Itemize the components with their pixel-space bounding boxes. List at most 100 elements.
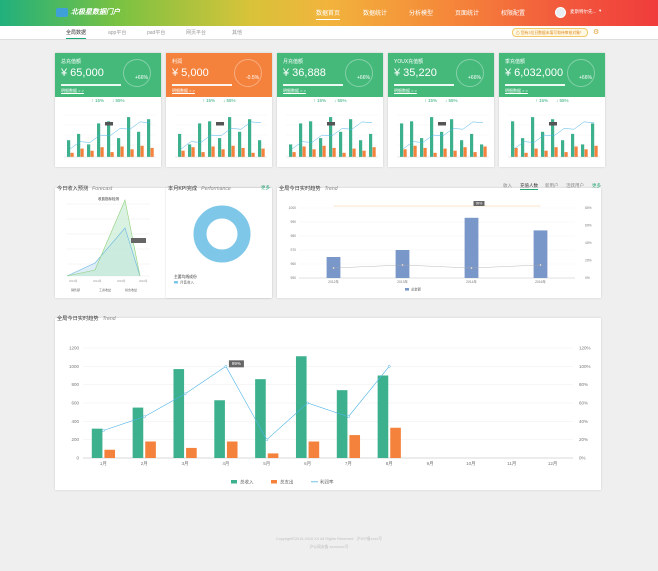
trend-tab-recharge[interactable]: 充值人数 (520, 183, 538, 190)
tab-app[interactable]: app平台 (108, 30, 127, 36)
kpi-legend-swatch (174, 281, 178, 284)
kpi-mini-bar (453, 150, 457, 157)
kpi-donut-slice (193, 205, 251, 263)
kpi-card-detail-link[interactable]: 明细数据 > > (394, 88, 417, 93)
trend-tab-income[interactable]: 收入 (503, 183, 512, 188)
kpi-mini-bar (460, 140, 464, 157)
kpi-card-divider (61, 84, 121, 86)
kpi-card[interactable]: 总充值额 ¥ 65,000 +66% 明细数据 > > ↑ 15% ↓ 55% (55, 53, 161, 167)
kpi-card[interactable]: YOUX充值额 ¥ 35,220 +66% 明细数据 > > ↑ 15% ↓ 55… (388, 53, 494, 167)
kpi-more-link[interactable]: 更多 (261, 185, 270, 190)
big-y2tick: 100% (579, 364, 591, 369)
trend-tab-active[interactable]: 活跃用户 (566, 183, 584, 188)
kpi-card-title: 利润 (172, 59, 183, 65)
kpi-card[interactable]: 利润 ¥ 5,000 -0.5% 明细数据 > > ↑ 15% ↓ 55% (166, 53, 272, 167)
kpi-mini-bar (463, 147, 467, 157)
kpi-card-minichart (397, 114, 489, 158)
logo-icon (56, 7, 68, 17)
big-line-point (142, 415, 146, 419)
app-logo[interactable]: 北极星数据门户 (56, 7, 120, 17)
kpi-mini-bar (221, 149, 225, 157)
kpi-mini-bar (100, 147, 104, 157)
small-y2tick: 80% (585, 206, 592, 210)
kpi-card-minichart (286, 114, 378, 158)
small-ytick: 960 (290, 262, 296, 266)
trend-big-title: 全局今日实时趋势 Trend (57, 316, 116, 322)
trend-tab-newuser[interactable]: 新用户 (545, 183, 559, 188)
kpi-mini-bar (150, 147, 154, 157)
big-bar-income (173, 369, 185, 458)
logo-text: 北极星数据门户 (71, 9, 120, 16)
kpi-card-detail-link[interactable]: 明细数据 > > (61, 88, 84, 93)
kpi-card-stats: ↑ 15% ↓ 55% (388, 98, 494, 106)
trend-more-link[interactable]: 更多 (592, 183, 601, 188)
kpi-mini-tooltip (438, 122, 446, 126)
kpi-card-up: ↑ 15% (91, 98, 104, 103)
tab-web[interactable]: 网页平台 (186, 30, 207, 36)
small-annotation-box (473, 201, 485, 206)
tab-global[interactable]: 全局数据 (66, 29, 87, 39)
avatar[interactable] (555, 7, 566, 18)
big-ytick: 1200 (69, 346, 80, 351)
kpi-mini-bar (319, 138, 323, 157)
kpi-card[interactable]: 月充值额 ¥ 36,888 +66% 明细数据 > > ↑ 15% ↓ 55% (277, 53, 383, 167)
kpi-card-down: ↓ 55% (334, 98, 347, 103)
username[interactable]: 麦斯特尔先... (570, 9, 597, 14)
small-line-point (470, 266, 473, 270)
chevron-down-icon[interactable]: ▾ (599, 8, 602, 13)
kpi-mini-bar (410, 121, 414, 157)
kpi-mini-bar (147, 119, 151, 157)
kpi-card-detail-link[interactable]: 明细数据 > > (172, 88, 195, 93)
nav-home[interactable]: 数据首页 (316, 8, 341, 20)
big-legend-label: 总收入 (240, 478, 254, 485)
nav-permissions[interactable]: 权限配置 (501, 11, 526, 17)
kpi-card-minichart (508, 114, 600, 158)
gear-icon[interactable]: ⚙ (593, 29, 600, 36)
notice-badge[interactable]: ⚠ 您有2位日数据未填写和待审核对象！ (512, 28, 588, 37)
kpi-mini-bar (514, 147, 518, 157)
small-ytick: 970 (290, 248, 296, 252)
big-legend-swatch (271, 480, 277, 484)
nav-models[interactable]: 分析模型 (409, 11, 434, 17)
kpi-mini-line (69, 121, 151, 150)
kpi-card-down: ↓ 55% (223, 98, 236, 103)
big-bar-income (91, 428, 103, 458)
top-bar: 北极星数据门户 数据首页 数据统计 分析模型 页面统计 权限配置 麦斯特尔先..… (0, 0, 658, 26)
kpi-mini-bar (403, 149, 407, 157)
big-xtick: 4月 (222, 461, 229, 467)
forecast-legend-1: 工资收益 (99, 287, 111, 292)
kpi-mini-bar (241, 147, 245, 157)
kpi-mini-bar (211, 146, 215, 157)
kpi-mini-bar (322, 145, 326, 157)
kpi-card-title: 总充值额 (61, 59, 82, 65)
nav-stats[interactable]: 数据统计 (363, 11, 388, 17)
forecast-legend-2: 综合收益 (125, 287, 137, 292)
big-bar-income (132, 407, 144, 458)
big-legend-label: 总支出 (280, 478, 294, 485)
forecast-area-wage (67, 200, 140, 276)
kpi-card-value: ¥ 6,032,000 (505, 67, 564, 79)
kpi-card-down: ↓ 55% (112, 98, 125, 103)
kpi-card-detail-link[interactable]: 明细数据 > > (505, 88, 528, 93)
kpi-card-divider (283, 84, 343, 86)
kpi-card-up: ↑ 15% (535, 98, 548, 103)
small-legend-swatch (405, 288, 409, 291)
kpi-mini-bar (87, 144, 91, 157)
kpi-caption: 主要均线成份 (174, 274, 197, 279)
kpi-card-detail-link[interactable]: 明细数据 > > (283, 88, 306, 93)
kpi-panel: 本月KPI完成 Performance 更多 主要均线成份 月售收入 (166, 185, 272, 298)
kpi-mini-bar (521, 138, 525, 157)
user-icon (567, 59, 595, 87)
big-xtick: 3月 (182, 461, 189, 467)
big-y2tick: 40% (579, 419, 588, 424)
tab-pad[interactable]: pad平台 (147, 30, 166, 36)
kpi-mini-bar (198, 123, 202, 157)
kpi-card[interactable]: 季充值额 ¥ 6,032,000 +66% 明细数据 > > ↑ 15% ↓ 55… (499, 53, 605, 167)
kpi-card-down: ↓ 55% (445, 98, 458, 103)
forecast-tooltip (131, 238, 146, 243)
kpi-mini-bar (591, 123, 595, 157)
tab-other[interactable]: 其他 (232, 30, 243, 36)
big-xtick: 7月 (345, 461, 352, 467)
nav-pages[interactable]: 页面统计 (455, 11, 480, 17)
kpi-mini-tooltip (549, 122, 557, 126)
